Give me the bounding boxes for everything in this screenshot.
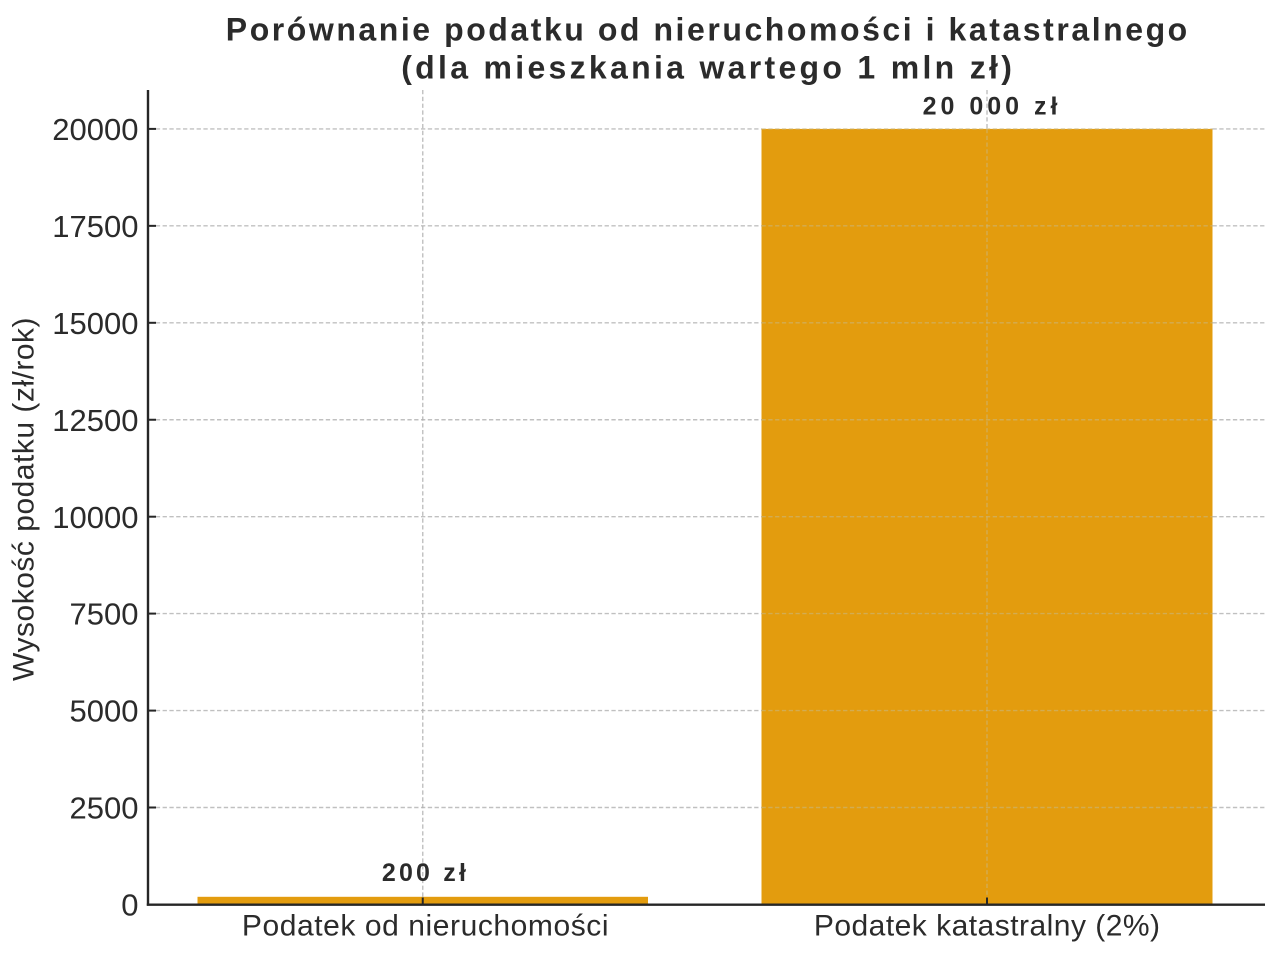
svg-text:5000: 5000 [70, 694, 139, 729]
svg-text:Wysokość podatku (zł/rok): Wysokość podatku (zł/rok) [8, 317, 41, 681]
svg-text:Podatek od nieruchomości: Podatek od nieruchomości [242, 910, 609, 943]
svg-text:12500: 12500 [52, 403, 138, 438]
svg-text:15000: 15000 [52, 306, 138, 341]
svg-text:20 000 zł: 20 000 zł [923, 93, 1062, 121]
svg-text:0: 0 [121, 888, 138, 923]
svg-text:200 zł: 200 zł [382, 859, 469, 887]
svg-text:Podatek katastralny (2%): Podatek katastralny (2%) [814, 910, 1161, 943]
svg-text:Porównanie podatku od nierucho: Porównanie podatku od nieruchomości i ka… [226, 11, 1190, 47]
svg-text:10000: 10000 [52, 500, 138, 535]
svg-text:20000: 20000 [52, 112, 138, 147]
svg-text:7500: 7500 [70, 597, 139, 632]
svg-text:(dla mieszkania wartego 1 mln: (dla mieszkania wartego 1 mln zł) [401, 50, 1015, 86]
svg-text:17500: 17500 [52, 209, 138, 244]
svg-text:2500: 2500 [70, 791, 139, 826]
